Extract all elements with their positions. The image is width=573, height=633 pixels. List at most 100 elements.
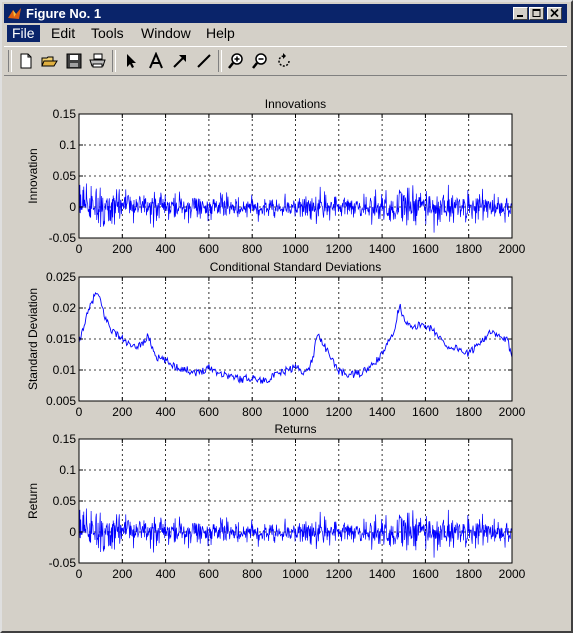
y-axis-label: Innovation xyxy=(26,148,40,203)
menu-edit[interactable]: Edit xyxy=(51,25,76,41)
print-icon xyxy=(89,53,106,68)
x-tick-label: 1400 xyxy=(369,405,396,419)
maximize-icon xyxy=(532,9,541,17)
matlab-logo-icon xyxy=(7,6,22,21)
y-tick-label: 0.15 xyxy=(53,432,77,446)
x-tick-label: 400 xyxy=(156,567,176,581)
y-tick-label: 0.05 xyxy=(53,494,77,508)
x-tick-label: 1000 xyxy=(282,242,309,256)
x-tick-label: 2000 xyxy=(499,242,526,256)
x-tick-label: 600 xyxy=(199,242,219,256)
y-tick-label: 0 xyxy=(69,525,76,539)
y-tick-label: -0.05 xyxy=(49,231,77,245)
chart-2: 0 200 400 600 800 1000 1200 1400 1600 1800 2000 0.0… xyxy=(26,260,526,419)
x-tick-label: 1800 xyxy=(455,242,482,256)
line-icon xyxy=(197,54,211,68)
zoom-in-button[interactable] xyxy=(226,51,246,71)
title-bar[interactable]: Figure No. 1 xyxy=(4,4,567,23)
y-tick-label: -0.05 xyxy=(49,556,77,570)
series-line xyxy=(78,291,513,384)
menu-file[interactable]: File xyxy=(7,25,40,42)
x-tick-label: 800 xyxy=(242,242,262,256)
window-title: Figure No. 1 xyxy=(26,6,102,21)
save-icon xyxy=(66,53,82,69)
minimize-icon xyxy=(517,15,523,17)
toolbar-separator xyxy=(112,50,116,72)
x-tick-label: 0 xyxy=(76,405,83,419)
x-tick-label: 200 xyxy=(112,242,132,256)
y-tick-label: 0.025 xyxy=(46,270,76,284)
zoom-out-button[interactable] xyxy=(250,51,270,71)
toolbar xyxy=(4,46,567,76)
x-tick-label: 1200 xyxy=(325,405,352,419)
close-icon xyxy=(550,8,559,18)
y-tick-label: 0.15 xyxy=(53,107,77,121)
x-tick-label: 1800 xyxy=(455,405,482,419)
toolbar-grip xyxy=(8,50,12,72)
close-button[interactable] xyxy=(547,7,562,20)
x-tick-label: 1200 xyxy=(325,567,352,581)
x-tick-label: 200 xyxy=(112,567,132,581)
toolbar-separator xyxy=(218,50,222,72)
x-tick-label: 1400 xyxy=(369,567,396,581)
rotate-icon xyxy=(278,53,290,67)
x-tick-label: 400 xyxy=(156,405,176,419)
y-tick-label: 0.05 xyxy=(53,169,77,183)
menu-help[interactable]: Help xyxy=(206,25,235,41)
y-tick-label: 0.005 xyxy=(46,394,76,408)
x-tick-label: 2000 xyxy=(499,567,526,581)
select-arrow-icon xyxy=(127,54,136,68)
chart-title: Returns xyxy=(274,422,316,436)
x-tick-label: 1200 xyxy=(325,242,352,256)
x-tick-label: 400 xyxy=(156,242,176,256)
x-tick-label: 1000 xyxy=(282,567,309,581)
chart-title: Innovations xyxy=(265,97,326,111)
x-tick-label: 800 xyxy=(242,405,262,419)
minimize-button[interactable] xyxy=(513,7,528,20)
y-tick-label: 0.015 xyxy=(46,332,76,346)
menu-bar: File Edit Tools Window Help xyxy=(4,24,567,43)
x-tick-label: 600 xyxy=(199,567,219,581)
x-tick-label: 800 xyxy=(242,567,262,581)
y-tick-label: 0.1 xyxy=(59,463,76,477)
zoom-out-icon xyxy=(252,53,267,69)
arrow-tool-button[interactable] xyxy=(170,51,190,71)
y-axis-label: Return xyxy=(26,483,40,519)
series-line xyxy=(78,508,513,558)
text-icon xyxy=(149,52,163,69)
chart-3: 0 200 400 600 800 1000 1200 1400 1600 1800 2000 -0.… xyxy=(26,422,526,581)
chart-title: Conditional Standard Deviations xyxy=(210,260,381,274)
x-tick-label: 1600 xyxy=(412,242,439,256)
x-tick-label: 600 xyxy=(199,405,219,419)
x-tick-label: 2000 xyxy=(499,405,526,419)
menu-window[interactable]: Window xyxy=(141,25,191,41)
x-tick-label: 1600 xyxy=(412,567,439,581)
line-tool-button[interactable] xyxy=(194,51,214,71)
menu-tools[interactable]: Tools xyxy=(91,25,124,41)
arrow-icon xyxy=(173,55,186,68)
y-tick-label: 0.02 xyxy=(53,301,77,315)
zoom-in-icon xyxy=(228,53,243,69)
text-tool-button[interactable] xyxy=(146,51,166,71)
open-folder-icon xyxy=(41,56,58,67)
x-tick-label: 0 xyxy=(76,567,83,581)
x-tick-label: 1400 xyxy=(369,242,396,256)
new-figure-button[interactable] xyxy=(16,51,36,71)
maximize-button[interactable] xyxy=(529,7,544,20)
open-button[interactable] xyxy=(40,51,60,71)
chart-1: 0 200 400 600 800 1000 1200 1400 1600 1800 2000 -0.… xyxy=(26,97,526,256)
y-tick-label: 0 xyxy=(69,200,76,214)
rotate-button[interactable] xyxy=(274,51,294,71)
y-axis-label: Standard Deviation xyxy=(26,288,40,390)
x-tick-label: 0 xyxy=(76,242,83,256)
y-tick-label: 0.01 xyxy=(53,363,77,377)
select-tool-button[interactable] xyxy=(120,51,140,71)
x-tick-label: 1600 xyxy=(412,405,439,419)
print-button[interactable] xyxy=(88,51,108,71)
save-button[interactable] xyxy=(64,51,84,71)
new-file-icon xyxy=(20,53,32,69)
series-line xyxy=(78,183,513,233)
x-tick-label: 1800 xyxy=(455,567,482,581)
